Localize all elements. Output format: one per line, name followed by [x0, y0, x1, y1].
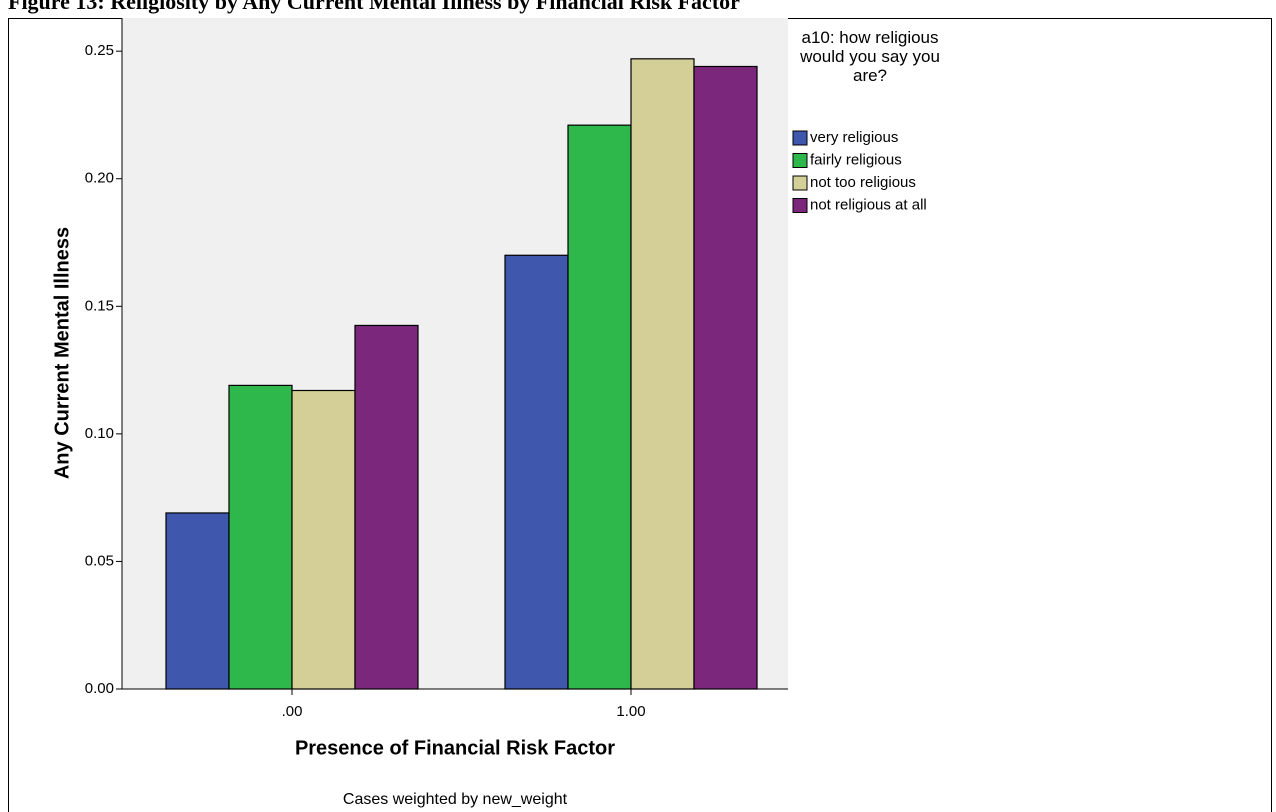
- bar: [693, 65, 758, 690]
- bar: [567, 124, 632, 690]
- footnote: Cases weighted by new_weight: [343, 791, 568, 808]
- x-axis-label: Presence of Financial Risk Factor: [295, 737, 615, 759]
- y-axis-label: Any Current Mental Illness: [51, 227, 73, 479]
- legend-label: fairly religious: [810, 151, 902, 168]
- legend-label: very religious: [810, 129, 898, 146]
- bar: [165, 512, 230, 690]
- x-tick-label: .00: [282, 703, 303, 720]
- bar: [291, 389, 356, 690]
- chart-title: Figure 13: Religiosity by Any Current Me…: [8, 0, 740, 14]
- y-tick-label: 0.25: [85, 42, 114, 59]
- legend-label: not religious at all: [810, 196, 927, 213]
- bar: [228, 384, 293, 690]
- x-tick-label: 1.00: [616, 703, 645, 720]
- legend-label: not too religious: [810, 174, 916, 191]
- y-tick-label: 0.00: [85, 680, 114, 697]
- legend-swatch: [792, 175, 808, 191]
- legend-title-box: a10: how religious would you say you are…: [800, 28, 940, 85]
- bar: [630, 58, 695, 690]
- y-tick-label: 0.10: [85, 425, 114, 442]
- legend-swatch: [792, 198, 808, 213]
- y-tick-label: 0.15: [85, 297, 114, 314]
- bar: [504, 254, 569, 690]
- legend-swatch: [792, 153, 808, 168]
- y-tick-label: 0.20: [85, 170, 114, 187]
- legend-title: a10: how religious would you say you are…: [800, 28, 940, 85]
- bar: [354, 324, 419, 690]
- y-tick-label: 0.05: [85, 552, 114, 569]
- legend-swatch: [792, 130, 808, 146]
